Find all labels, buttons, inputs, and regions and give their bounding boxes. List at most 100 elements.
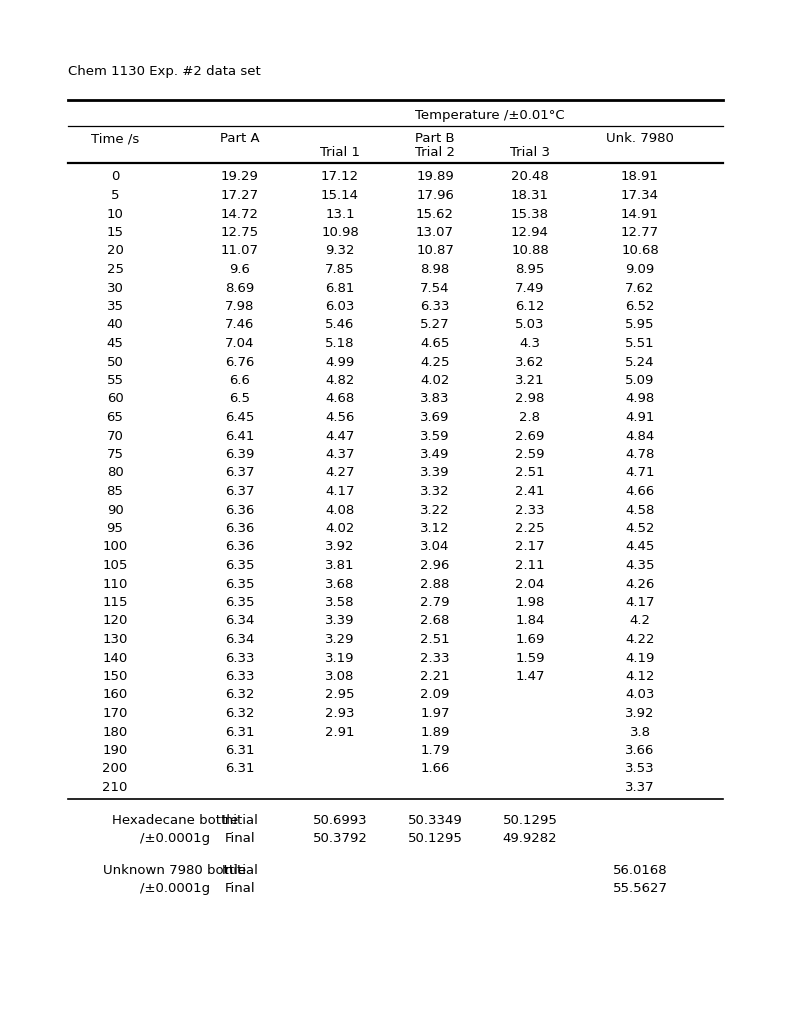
Text: 19.89: 19.89: [416, 171, 454, 183]
Text: 35: 35: [107, 300, 123, 313]
Text: 3.83: 3.83: [420, 392, 450, 406]
Text: Hexadecane bottle: Hexadecane bottle: [112, 814, 238, 827]
Text: 7.04: 7.04: [225, 337, 255, 350]
Text: 3.32: 3.32: [420, 485, 450, 498]
Text: 3.8: 3.8: [630, 725, 650, 738]
Text: 3.66: 3.66: [626, 744, 655, 757]
Text: 150: 150: [102, 670, 127, 683]
Text: 3.49: 3.49: [420, 449, 450, 461]
Text: 3.22: 3.22: [420, 504, 450, 516]
Text: 18.31: 18.31: [511, 189, 549, 202]
Text: 9.32: 9.32: [325, 245, 354, 257]
Text: 70: 70: [107, 429, 123, 442]
Text: 20.48: 20.48: [511, 171, 549, 183]
Text: 9.09: 9.09: [626, 263, 655, 276]
Text: 6.37: 6.37: [225, 467, 255, 479]
Text: 5.27: 5.27: [420, 318, 450, 332]
Text: 2.59: 2.59: [515, 449, 545, 461]
Text: Initial: Initial: [221, 864, 259, 877]
Text: 6.35: 6.35: [225, 559, 255, 572]
Text: 2.8: 2.8: [520, 411, 540, 424]
Text: Temperature /±0.01°C: Temperature /±0.01°C: [415, 109, 565, 122]
Text: 30: 30: [107, 282, 123, 295]
Text: 4.17: 4.17: [325, 485, 354, 498]
Text: 6.31: 6.31: [225, 744, 255, 757]
Text: 1.97: 1.97: [420, 707, 450, 720]
Text: 15.38: 15.38: [511, 208, 549, 220]
Text: Trial 1: Trial 1: [320, 146, 360, 160]
Text: Final: Final: [225, 882, 255, 895]
Text: 2.88: 2.88: [420, 578, 450, 591]
Text: 8.95: 8.95: [515, 263, 545, 276]
Text: 6.6: 6.6: [229, 374, 251, 387]
Text: 7.62: 7.62: [625, 282, 655, 295]
Text: 3.39: 3.39: [420, 467, 450, 479]
Text: 50.6993: 50.6993: [312, 814, 367, 827]
Text: 5.46: 5.46: [325, 318, 354, 332]
Text: 11.07: 11.07: [221, 245, 259, 257]
Text: Unknown 7980 bottle: Unknown 7980 bottle: [104, 864, 247, 877]
Text: 2.51: 2.51: [420, 633, 450, 646]
Text: 210: 210: [102, 781, 127, 794]
Text: Part A: Part A: [220, 132, 259, 145]
Text: 5.03: 5.03: [515, 318, 545, 332]
Text: 4.82: 4.82: [325, 374, 354, 387]
Text: 4.02: 4.02: [420, 374, 450, 387]
Text: 3.58: 3.58: [325, 596, 354, 609]
Text: 5: 5: [111, 189, 119, 202]
Text: 2.41: 2.41: [515, 485, 545, 498]
Text: 5.18: 5.18: [325, 337, 354, 350]
Text: 6.37: 6.37: [225, 485, 255, 498]
Text: 6.32: 6.32: [225, 707, 255, 720]
Text: 5.51: 5.51: [625, 337, 655, 350]
Text: 45: 45: [107, 337, 123, 350]
Text: 40: 40: [107, 318, 123, 332]
Text: 80: 80: [107, 467, 123, 479]
Text: 4.27: 4.27: [325, 467, 354, 479]
Text: 2.91: 2.91: [325, 725, 354, 738]
Text: 50.1295: 50.1295: [407, 831, 463, 845]
Text: Time /s: Time /s: [91, 132, 139, 145]
Text: 6.31: 6.31: [225, 763, 255, 775]
Text: 85: 85: [107, 485, 123, 498]
Text: 190: 190: [102, 744, 127, 757]
Text: 55.5627: 55.5627: [612, 882, 668, 895]
Text: 2.69: 2.69: [515, 429, 545, 442]
Text: 6.36: 6.36: [225, 504, 255, 516]
Text: Part B: Part B: [415, 132, 455, 145]
Text: 6.81: 6.81: [325, 282, 354, 295]
Text: 5.95: 5.95: [625, 318, 655, 332]
Text: 17.96: 17.96: [416, 189, 454, 202]
Text: 160: 160: [102, 688, 127, 701]
Text: 7.85: 7.85: [325, 263, 354, 276]
Text: Trial 3: Trial 3: [510, 146, 550, 160]
Text: 1.84: 1.84: [515, 614, 545, 628]
Text: 2.96: 2.96: [420, 559, 450, 572]
Text: 6.32: 6.32: [225, 688, 255, 701]
Text: 3.53: 3.53: [625, 763, 655, 775]
Text: 2.33: 2.33: [420, 651, 450, 665]
Text: 10.87: 10.87: [416, 245, 454, 257]
Text: 49.9282: 49.9282: [503, 831, 558, 845]
Text: 100: 100: [102, 541, 127, 554]
Text: 0: 0: [111, 171, 119, 183]
Text: Unk. 7980: Unk. 7980: [606, 132, 674, 145]
Text: 2.11: 2.11: [515, 559, 545, 572]
Text: 5.24: 5.24: [625, 355, 655, 369]
Text: 4.47: 4.47: [325, 429, 354, 442]
Text: 9.6: 9.6: [229, 263, 251, 276]
Text: 90: 90: [107, 504, 123, 516]
Text: 4.02: 4.02: [325, 522, 354, 535]
Text: 4.71: 4.71: [625, 467, 655, 479]
Text: Trial 2: Trial 2: [415, 146, 455, 160]
Text: 4.91: 4.91: [626, 411, 655, 424]
Text: 2.33: 2.33: [515, 504, 545, 516]
Text: 6.36: 6.36: [225, 541, 255, 554]
Text: 4.56: 4.56: [325, 411, 354, 424]
Text: 2.04: 2.04: [515, 578, 545, 591]
Text: 4.03: 4.03: [626, 688, 655, 701]
Text: 2.68: 2.68: [420, 614, 450, 628]
Text: 6.39: 6.39: [225, 449, 255, 461]
Text: 4.22: 4.22: [625, 633, 655, 646]
Text: 130: 130: [102, 633, 127, 646]
